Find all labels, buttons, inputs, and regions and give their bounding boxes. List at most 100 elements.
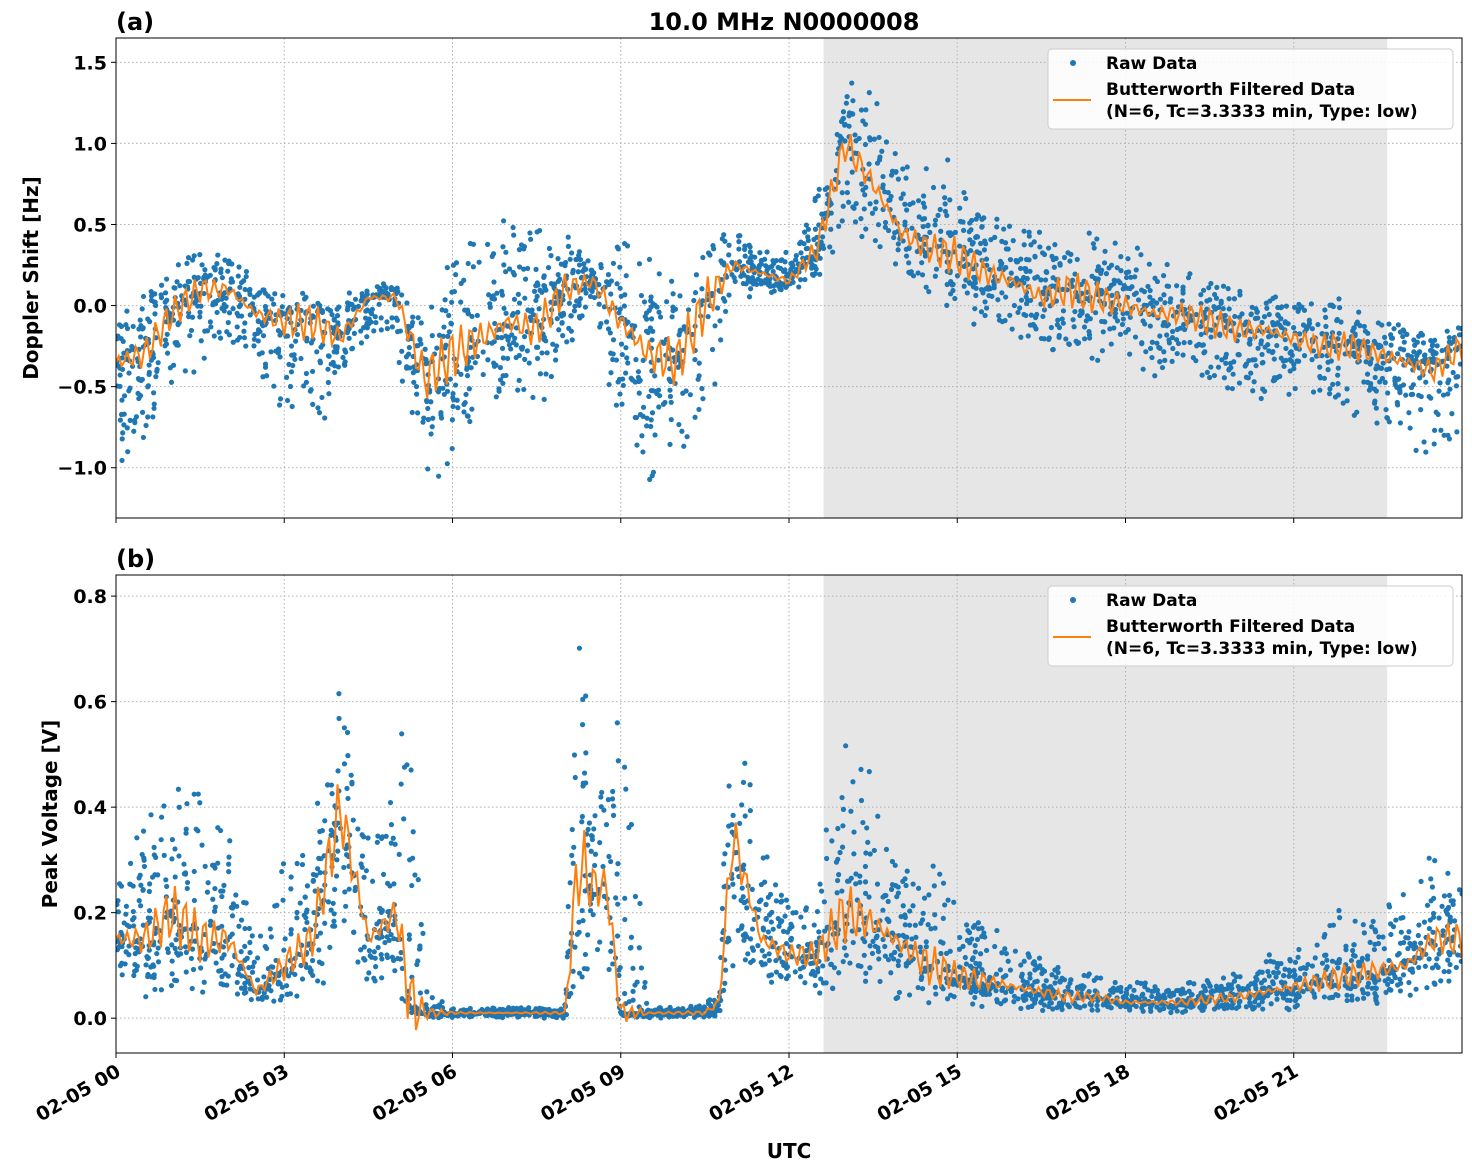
raw-point (569, 337, 575, 343)
raw-point (979, 216, 985, 222)
raw-point (190, 257, 196, 263)
raw-point (1287, 357, 1293, 363)
raw-point (153, 374, 159, 380)
raw-point (501, 305, 507, 311)
raw-point (1291, 967, 1297, 974)
raw-point (1329, 958, 1336, 964)
raw-point (628, 944, 634, 951)
raw-point (747, 838, 753, 845)
raw-point (1049, 972, 1055, 978)
raw-point (363, 308, 369, 314)
raw-point (268, 349, 274, 355)
raw-point (238, 949, 244, 955)
raw-point (906, 260, 912, 266)
raw-point (923, 939, 929, 945)
raw-point (1418, 940, 1424, 946)
raw-point (250, 964, 256, 970)
raw-point (182, 944, 189, 950)
raw-point (168, 982, 175, 989)
raw-point (516, 1006, 523, 1012)
raw-point (775, 915, 781, 922)
raw-point (576, 970, 583, 976)
raw-point (1005, 958, 1011, 964)
raw-point (1326, 995, 1333, 1001)
raw-point (960, 227, 967, 233)
raw-point (677, 293, 683, 299)
raw-point (576, 300, 582, 306)
raw-point (1291, 973, 1297, 980)
raw-point (130, 323, 136, 330)
raw-point (425, 416, 431, 423)
raw-point (867, 201, 873, 207)
raw-point (1237, 974, 1243, 980)
raw-point (875, 948, 882, 955)
raw-point (981, 247, 988, 253)
raw-point (1455, 374, 1461, 380)
raw-point (1398, 915, 1404, 921)
raw-point (466, 386, 472, 392)
raw-point (1032, 967, 1038, 973)
raw-point (470, 264, 476, 270)
raw-point (870, 938, 876, 945)
raw-point (1252, 999, 1258, 1005)
raw-point (895, 962, 901, 969)
raw-point (608, 858, 614, 865)
raw-point (237, 284, 243, 290)
raw-point (1185, 980, 1192, 986)
raw-point (521, 266, 527, 272)
raw-point (1312, 955, 1318, 961)
raw-point (889, 168, 896, 174)
raw-point (960, 219, 966, 225)
raw-point (630, 997, 636, 1003)
raw-point (485, 357, 491, 363)
raw-point (202, 863, 208, 869)
raw-point (1118, 254, 1124, 260)
raw-point (895, 241, 901, 247)
raw-point (1002, 997, 1009, 1003)
raw-point (1413, 447, 1419, 453)
raw-point (500, 218, 507, 224)
raw-point (739, 923, 745, 929)
raw-point (343, 903, 349, 909)
raw-point (1336, 330, 1342, 336)
raw-point (1213, 295, 1220, 301)
raw-point (371, 949, 377, 955)
raw-point (500, 244, 506, 250)
panel-b: 02-05 00 02-05 03 02-05 06 02-05 09 02-05 12… (32, 574, 1463, 1126)
raw-point (242, 925, 248, 932)
raw-point (195, 791, 201, 797)
raw-point (1187, 271, 1193, 277)
raw-point (301, 296, 308, 302)
raw-point (820, 980, 826, 986)
raw-point (1185, 275, 1192, 281)
raw-point (1198, 331, 1204, 338)
raw-point (533, 266, 539, 272)
raw-point (308, 967, 314, 974)
raw-point (501, 262, 507, 268)
raw-point (424, 398, 430, 405)
raw-point (633, 356, 639, 363)
raw-point (476, 259, 482, 265)
raw-point (304, 919, 310, 926)
raw-point (851, 851, 857, 857)
raw-point (243, 900, 249, 906)
raw-point (636, 945, 642, 951)
raw-point (556, 289, 562, 295)
raw-point (1431, 980, 1437, 986)
raw-point (1306, 320, 1313, 326)
raw-point (1386, 957, 1392, 964)
raw-point (903, 175, 909, 181)
raw-point (445, 333, 451, 339)
raw-point (1398, 929, 1404, 935)
raw-point (277, 396, 284, 402)
raw-point (556, 327, 562, 333)
raw-point (198, 338, 204, 344)
raw-point (1120, 316, 1127, 322)
raw-point (135, 390, 141, 397)
raw-point (937, 871, 943, 877)
raw-point (492, 320, 498, 327)
raw-point (216, 329, 222, 335)
raw-point (469, 406, 475, 412)
raw-point (1282, 320, 1288, 326)
raw-point (608, 350, 614, 356)
